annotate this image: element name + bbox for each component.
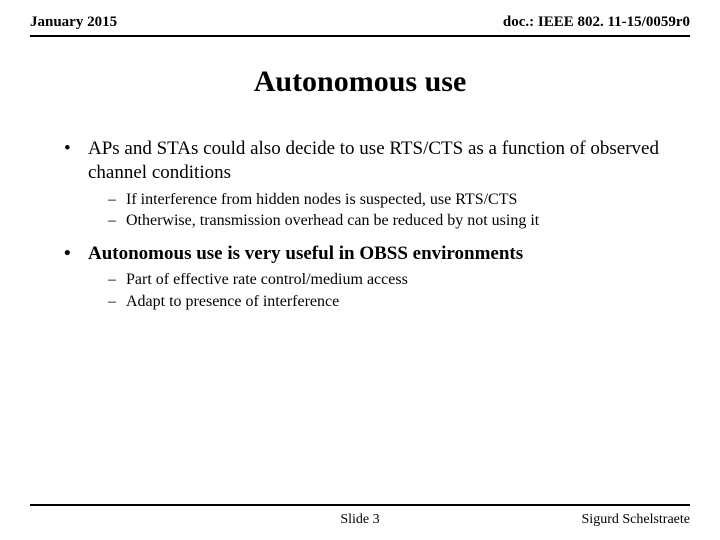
footer-rule bbox=[30, 504, 690, 506]
footer-author: Sigurd Schelstraete bbox=[582, 512, 690, 528]
footer-row: Slide 3 Sigurd Schelstraete bbox=[30, 512, 690, 528]
footer-slide-number: Slide 3 bbox=[340, 512, 379, 528]
sub-bullet-item: Adapt to presence of interference bbox=[108, 291, 670, 313]
sub-bullet-item: If interference from hidden nodes is sus… bbox=[108, 189, 670, 211]
bullet-item: Autonomous use is very useful in OBSS en… bbox=[64, 242, 670, 313]
slide-title: Autonomous use bbox=[0, 65, 720, 99]
header-rule bbox=[30, 35, 690, 37]
sub-bullet-list: If interference from hidden nodes is sus… bbox=[88, 189, 670, 232]
sub-bullet-item: Part of effective rate control/medium ac… bbox=[108, 269, 670, 291]
header-date: January 2015 bbox=[30, 14, 117, 31]
bullet-item: APs and STAs could also decide to use RT… bbox=[64, 137, 670, 232]
slide-content: APs and STAs could also decide to use RT… bbox=[0, 137, 720, 313]
bullet-text: Autonomous use is very useful in OBSS en… bbox=[88, 243, 523, 264]
bullet-text: APs and STAs could also decide to use RT… bbox=[88, 138, 659, 183]
sub-bullet-item: Otherwise, transmission overhead can be … bbox=[108, 210, 670, 232]
slide-footer: Slide 3 Sigurd Schelstraete bbox=[0, 504, 720, 528]
slide-header: January 2015 doc.: IEEE 802. 11-15/0059r… bbox=[0, 0, 720, 35]
header-doc-number: doc.: IEEE 802. 11-15/0059r0 bbox=[503, 14, 690, 31]
bullet-list: APs and STAs could also decide to use RT… bbox=[50, 137, 670, 313]
sub-bullet-list: Part of effective rate control/medium ac… bbox=[88, 269, 670, 312]
